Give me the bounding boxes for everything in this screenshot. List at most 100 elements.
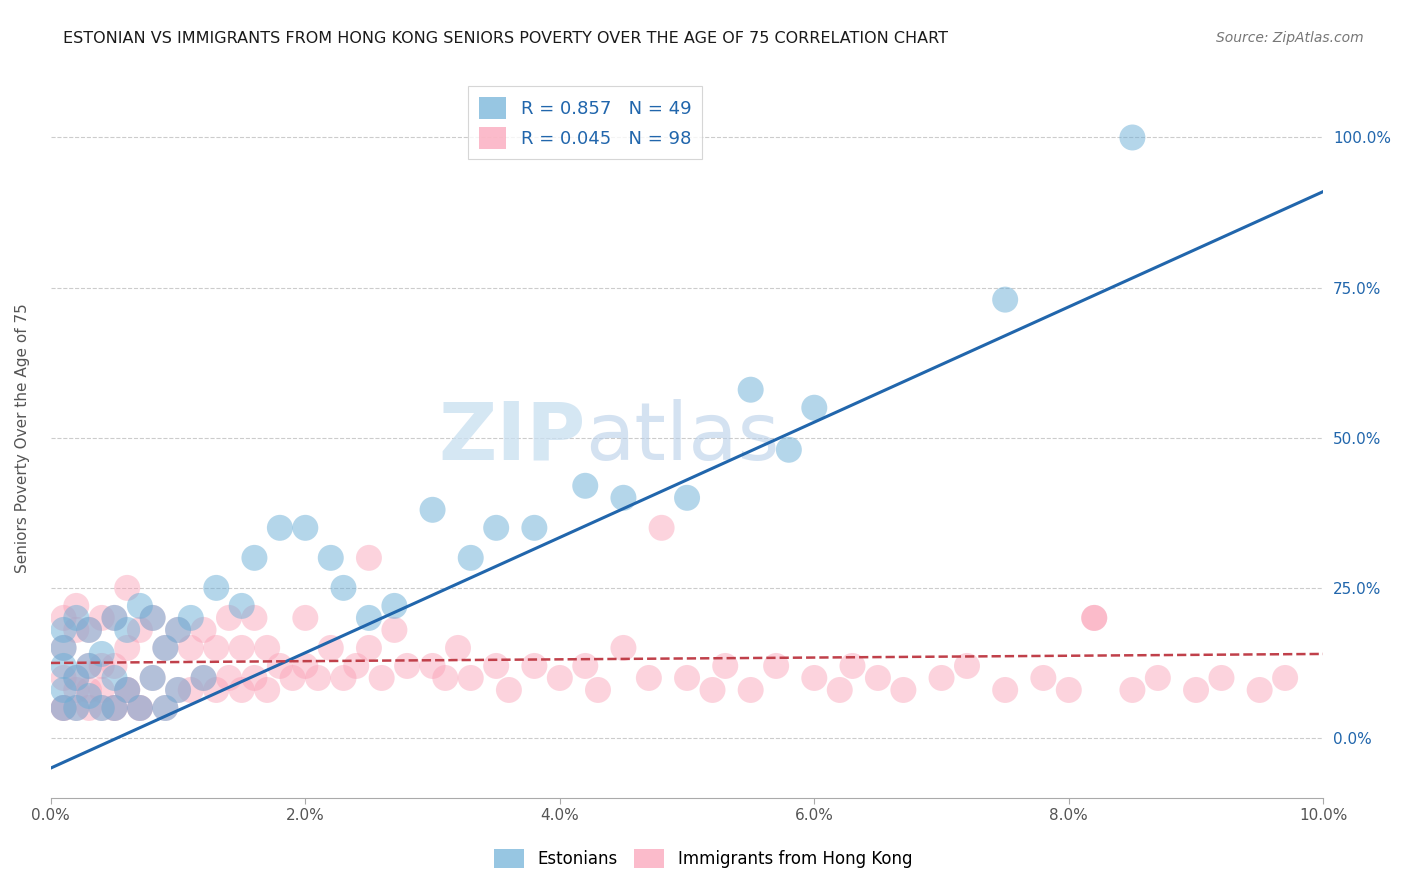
Point: [142, 671, 165, 685]
Point: [77, 659, 100, 673]
Point: [52, 640, 75, 655]
Point: [269, 659, 291, 673]
Point: [65, 611, 87, 625]
Point: [115, 683, 138, 698]
Point: [129, 701, 152, 715]
Point: [243, 550, 266, 565]
Point: [77, 683, 100, 698]
Point: [1057, 683, 1080, 698]
Point: [65, 701, 87, 715]
Point: [498, 683, 520, 698]
Point: [65, 671, 87, 685]
Point: [52, 671, 75, 685]
Point: [193, 671, 215, 685]
Point: [676, 491, 699, 505]
Point: [574, 479, 596, 493]
Point: [167, 683, 190, 698]
Point: [167, 683, 190, 698]
Point: [384, 599, 406, 613]
Point: [485, 521, 508, 535]
Point: [447, 640, 470, 655]
Point: [155, 640, 177, 655]
Point: [90, 683, 112, 698]
Point: [103, 611, 125, 625]
Point: [90, 701, 112, 715]
Point: [155, 640, 177, 655]
Point: [52, 683, 75, 698]
Point: [77, 659, 100, 673]
Point: [460, 550, 482, 565]
Point: [319, 640, 342, 655]
Point: [142, 671, 165, 685]
Point: [65, 683, 87, 698]
Point: [332, 671, 354, 685]
Point: [103, 701, 125, 715]
Point: [231, 683, 253, 698]
Point: [893, 683, 915, 698]
Point: [115, 623, 138, 637]
Point: [77, 623, 100, 637]
Point: [90, 701, 112, 715]
Point: [90, 659, 112, 673]
Y-axis label: Seniors Poverty Over the Age of 75: Seniors Poverty Over the Age of 75: [15, 303, 30, 573]
Point: [956, 659, 979, 673]
Point: [612, 491, 634, 505]
Point: [52, 611, 75, 625]
Point: [357, 640, 380, 655]
Point: [294, 659, 316, 673]
Point: [651, 521, 673, 535]
Point: [803, 671, 825, 685]
Point: [586, 683, 609, 698]
Point: [866, 671, 889, 685]
Point: [205, 640, 228, 655]
Point: [638, 671, 661, 685]
Point: [52, 640, 75, 655]
Point: [803, 401, 825, 415]
Point: [307, 671, 329, 685]
Point: [319, 550, 342, 565]
Point: [1147, 671, 1170, 685]
Point: [269, 521, 291, 535]
Point: [1083, 611, 1105, 625]
Point: [115, 683, 138, 698]
Text: Source: ZipAtlas.com: Source: ZipAtlas.com: [1216, 31, 1364, 45]
Point: [243, 671, 266, 685]
Text: ZIP: ZIP: [439, 399, 585, 476]
Point: [778, 442, 800, 457]
Point: [994, 293, 1017, 307]
Point: [994, 683, 1017, 698]
Point: [65, 701, 87, 715]
Point: [931, 671, 953, 685]
Point: [129, 701, 152, 715]
Point: [115, 683, 138, 698]
Point: [205, 581, 228, 595]
Point: [231, 599, 253, 613]
Point: [103, 671, 125, 685]
Point: [422, 503, 444, 517]
Point: [142, 611, 165, 625]
Point: [828, 683, 851, 698]
Point: [714, 659, 737, 673]
Point: [231, 640, 253, 655]
Point: [612, 640, 634, 655]
Point: [676, 671, 699, 685]
Point: [1185, 683, 1208, 698]
Point: [548, 671, 571, 685]
Point: [256, 640, 278, 655]
Point: [129, 623, 152, 637]
Point: [90, 611, 112, 625]
Point: [218, 611, 240, 625]
Point: [332, 581, 354, 595]
Point: [740, 383, 762, 397]
Point: [1274, 671, 1296, 685]
Point: [370, 671, 392, 685]
Point: [155, 701, 177, 715]
Point: [344, 659, 367, 673]
Point: [294, 521, 316, 535]
Point: [357, 550, 380, 565]
Point: [702, 683, 724, 698]
Point: [77, 689, 100, 703]
Point: [357, 611, 380, 625]
Point: [1032, 671, 1054, 685]
Point: [740, 683, 762, 698]
